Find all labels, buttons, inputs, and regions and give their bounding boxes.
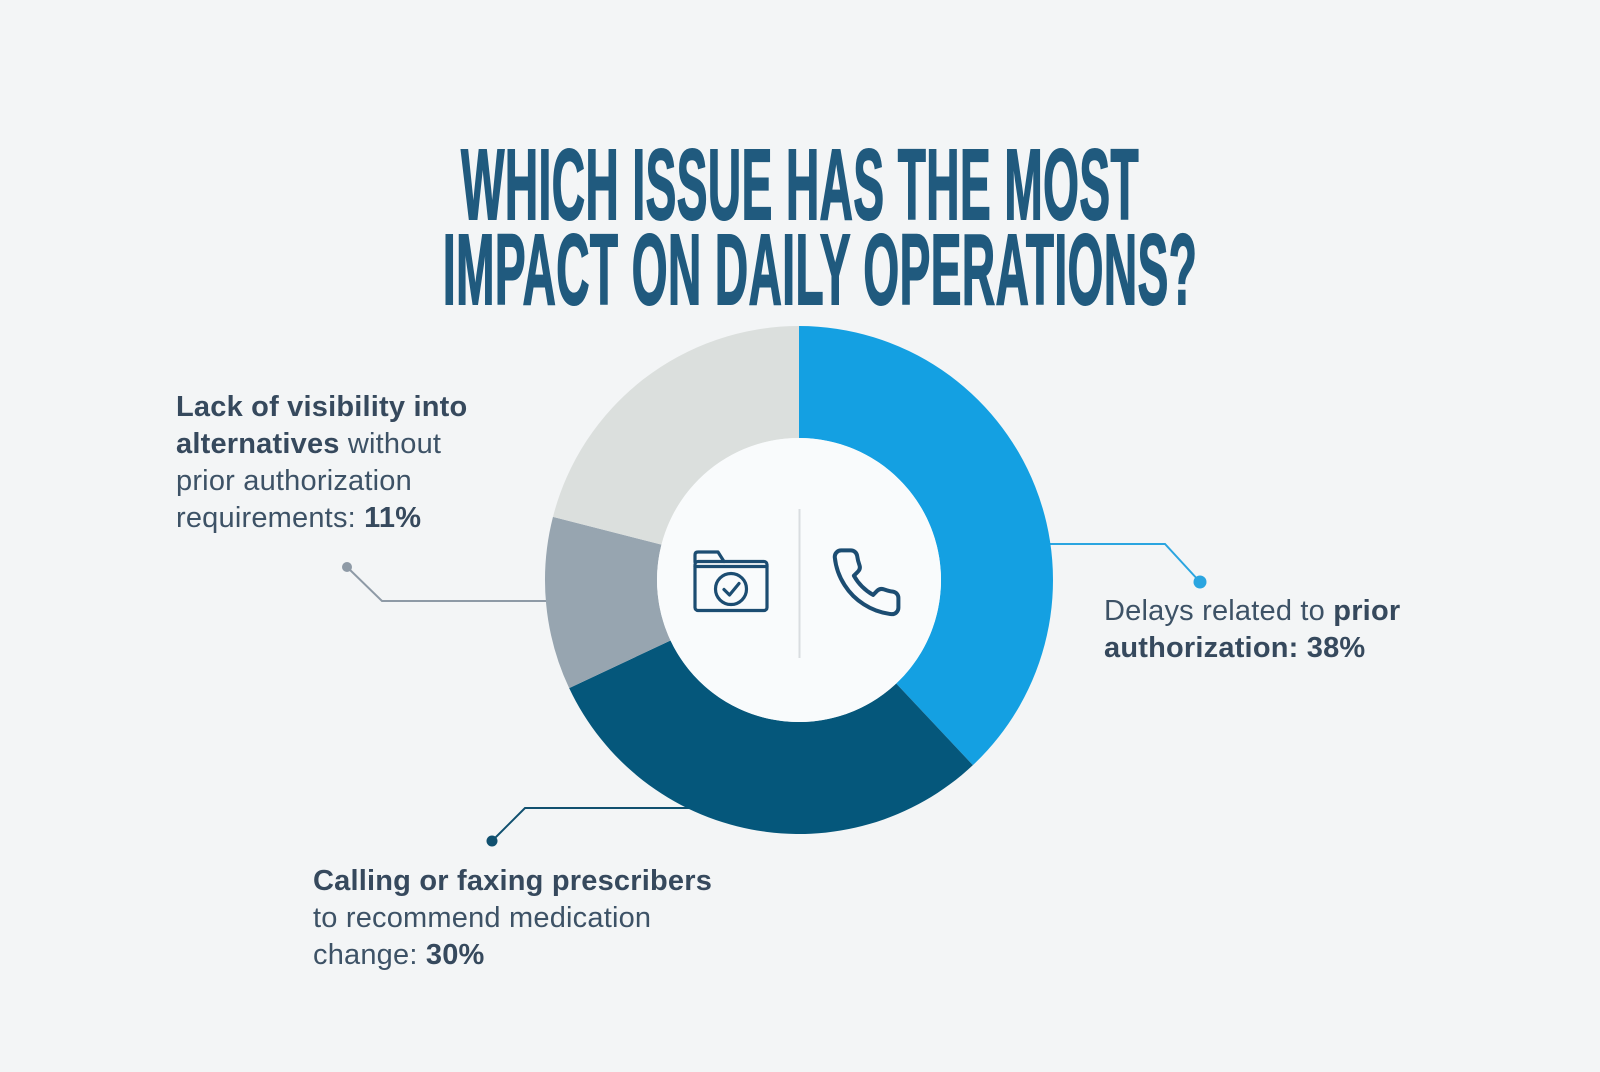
phone-handset — [832, 548, 901, 617]
donut-chart — [545, 326, 1053, 834]
donut-slice-3 — [545, 516, 671, 689]
annotation-calling-or-faxing: Calling or faxing prescribers to recommen… — [313, 863, 712, 974]
label-text-segment: alternatives — [176, 428, 340, 460]
leader-right-line — [1000, 543, 1201, 583]
label-line: Lack of visibility into — [176, 389, 467, 426]
label-text-segment: to recommend medication — [313, 902, 652, 934]
title-line-1: WHICH ISSUE HAS THE MOST — [460, 129, 1140, 241]
folder-check-icon — [693, 550, 769, 613]
leader-bottom — [486, 807, 700, 847]
label-text-segment: 30% — [425, 939, 485, 971]
label-text-segment: Delays related to — [1104, 595, 1334, 627]
label-line: requirements: 11% — [176, 500, 467, 537]
label-line: to recommend medication — [313, 900, 712, 937]
label-text-segment: Lack of visibility into — [176, 391, 468, 423]
label-line: change: 30% — [313, 937, 712, 974]
leader-right-dot — [1193, 575, 1207, 589]
label-text-segment: prior authorization — [176, 465, 412, 497]
label-text-segment: 11% — [364, 502, 422, 534]
annotation-lack-of-visibility: Lack of visibility into alternatives with… — [176, 389, 467, 537]
leader-left-line — [346, 566, 560, 602]
label-line: Delays related to prior — [1104, 593, 1400, 630]
leader-bottom-line — [491, 807, 700, 842]
page-title: WHICH ISSUE HAS THE MOST IMPACT ON DAILY… — [0, 129, 1600, 326]
leader-right — [1000, 543, 1207, 589]
phone-icon — [832, 548, 901, 617]
annotation-delays-prior-authorization: Delays related to prior authorization: 38… — [1104, 593, 1400, 667]
label-text-segment: prior — [1333, 595, 1401, 627]
label-line: prior authorization — [176, 463, 467, 500]
check-mark — [722, 581, 741, 597]
leader-bottom-dot — [486, 835, 498, 847]
folder-tab — [693, 550, 726, 564]
donut-slice-1 — [799, 326, 1053, 766]
label-text-segment: without — [339, 428, 442, 460]
donut-slice-4 — [552, 326, 799, 545]
label-text-segment: change: — [313, 939, 426, 971]
title-line-2: IMPACT ON DAILY OPERATIONS? — [442, 214, 1198, 326]
donut-slice-2 — [569, 640, 973, 834]
leader-left — [342, 562, 560, 602]
folder-body — [693, 559, 769, 613]
label-text-segment: authorization: 38% — [1104, 632, 1366, 664]
check-circle — [713, 571, 749, 607]
label-line: authorization: 38% — [1104, 630, 1400, 667]
label-text-segment: Calling or faxing prescribers — [313, 865, 713, 897]
leader-left-dot — [342, 562, 352, 572]
label-text-segment: requirements: — [176, 502, 365, 534]
label-line: alternatives without — [176, 426, 467, 463]
label-line: Calling or faxing prescribers — [313, 863, 712, 900]
